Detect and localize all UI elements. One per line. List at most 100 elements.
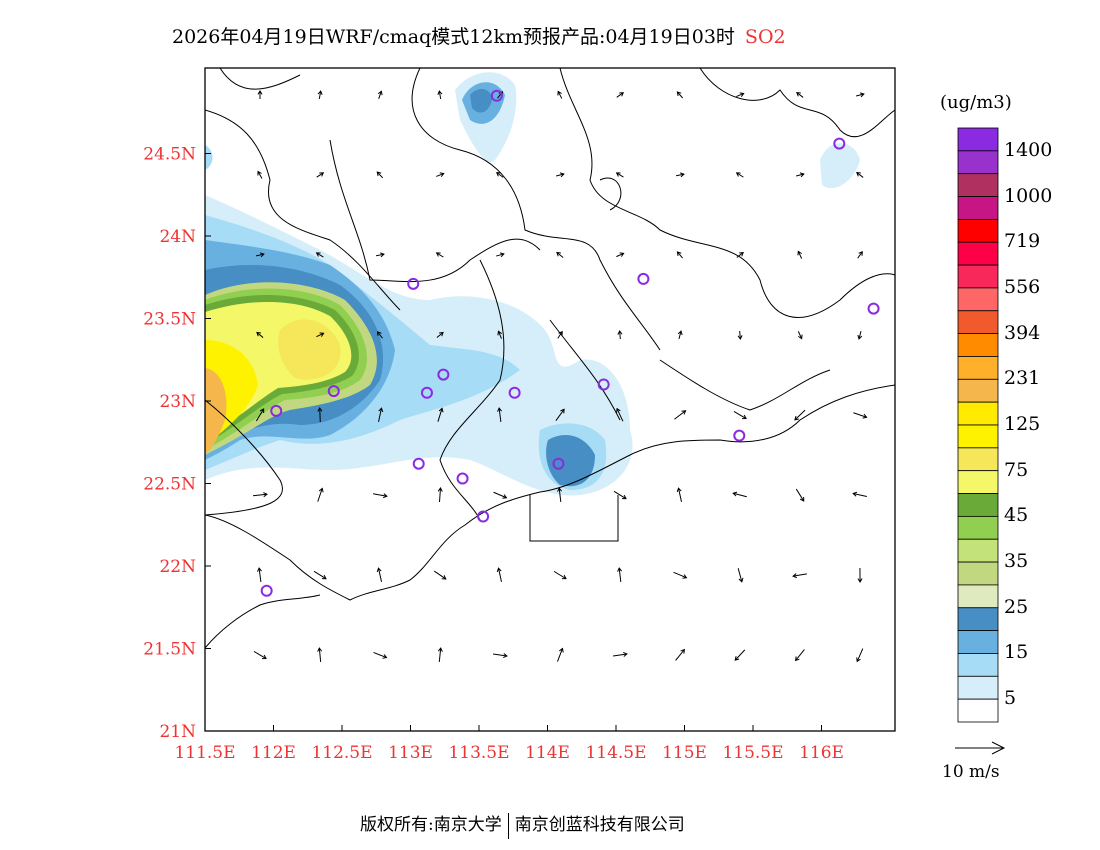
copyright-footer: 版权所有:南京大学 南京创蓝科技有限公司: [360, 810, 685, 839]
wind-arrow: [797, 331, 803, 340]
lon-tick-label: 111.5E: [174, 743, 235, 763]
colorbar-unit: (ug/m3): [940, 92, 1012, 113]
wind-arrow: [257, 90, 263, 100]
wind-arrow: [853, 412, 868, 419]
colorbar-swatch: [957, 287, 999, 312]
colorbar-swatch: [957, 493, 999, 517]
wind-arrow: [792, 573, 807, 579]
colorbar-swatch: [957, 584, 999, 609]
station-marker: [833, 137, 846, 150]
wind-vectors: [252, 90, 868, 663]
wind-arrow: [797, 250, 803, 259]
wind-scale-label: 10 m/s: [942, 762, 1000, 782]
title-text: 2026年04月19日WRF/cmaq模式12km预报产品:04月19日03时: [172, 26, 735, 48]
lon-tick-label: 115.5E: [722, 743, 783, 763]
wind-arrow: [733, 411, 747, 420]
wind-arrow: [616, 92, 625, 98]
colorbar-swatch: [957, 447, 999, 472]
station-marker: [477, 510, 490, 523]
colorbar-swatch: [957, 333, 999, 357]
station-marker: [508, 386, 521, 399]
wind-arrow: [732, 491, 747, 498]
wind-arrow: [676, 91, 684, 99]
figure-title: 2026年04月19日WRF/cmaq模式12km预报产品:04月19日03时 S…: [172, 22, 786, 49]
wind-arrow: [373, 651, 388, 659]
colorbar-label: 1000: [1004, 184, 1053, 207]
wind-arrow: [257, 567, 262, 583]
lat-tick-label: 22.5N: [143, 475, 196, 495]
colorbar-swatch: [957, 630, 999, 654]
colorbar-swatch: [957, 310, 999, 335]
station-marker: [437, 368, 450, 381]
colorbar-swatch: [957, 173, 999, 197]
wind-arrow: [255, 408, 265, 422]
wind-arrow: [857, 567, 863, 583]
station-marker: [420, 386, 433, 399]
wind-arrow: [316, 172, 325, 178]
wind-arrow: [437, 407, 444, 422]
wind-arrow: [436, 331, 444, 338]
wind-arrow: [376, 331, 383, 339]
station-marker: [407, 277, 420, 290]
wind-arrow: [856, 92, 865, 98]
wind-arrow: [676, 487, 682, 502]
colorbar-label: 1400: [1004, 138, 1053, 161]
colorbar-label: 35: [1004, 550, 1029, 573]
wind-arrow: [557, 487, 563, 503]
wind-arrow: [555, 408, 565, 421]
wind-arrow: [796, 172, 805, 178]
wind-arrow: [376, 171, 384, 179]
map-frame: [204, 67, 896, 732]
wind-arrow: [252, 492, 268, 498]
wind-arrow: [675, 648, 686, 661]
wind-arrow: [737, 568, 744, 583]
wind-arrow: [437, 647, 443, 663]
station-marker: [733, 429, 746, 442]
wind-arrow: [317, 90, 323, 100]
station-marker: [260, 584, 273, 597]
station-marker: [597, 378, 610, 391]
species-label: SO2: [744, 26, 786, 48]
wind-arrow: [737, 330, 743, 340]
wind-arrow: [736, 251, 744, 258]
wind-arrow: [255, 252, 265, 258]
monitoring-stations: [260, 89, 880, 597]
lon-tick-label: 116E: [799, 743, 844, 763]
wind-arrow: [857, 330, 863, 340]
wind-arrow: [557, 90, 563, 99]
wind-arrow: [795, 488, 805, 502]
wind-arrow: [557, 647, 564, 662]
colorbar: [957, 127, 999, 723]
colorbar-label: 25: [1004, 595, 1029, 618]
lat-tick-label: 24N: [159, 227, 196, 247]
colorbar-label: 45: [1004, 504, 1029, 527]
wind-arrow: [436, 172, 445, 178]
wind-arrow: [615, 172, 624, 178]
colorbar-swatch: [957, 264, 999, 289]
wind-arrow: [257, 170, 263, 179]
colorbar-swatch: [957, 196, 999, 220]
station-marker: [456, 472, 469, 485]
lon-tick-label: 113E: [388, 743, 433, 763]
footer-left: 版权所有:南京大学: [360, 815, 502, 835]
colorbar-swatch: [957, 127, 999, 152]
wind-arrow: [673, 571, 688, 579]
wind-arrow: [553, 570, 567, 580]
wind-arrow: [437, 487, 443, 503]
wind-arrow: [375, 252, 385, 258]
wind-arrow: [676, 251, 683, 259]
wind-arrow: [613, 490, 627, 500]
station-marker: [327, 385, 340, 398]
colorbar-label: 719: [1004, 230, 1041, 253]
wind-arrow: [617, 567, 623, 583]
wind-arrow: [794, 409, 806, 421]
wind-arrow: [852, 491, 867, 497]
colorbar-label: 15: [1004, 641, 1029, 664]
wind-arrow: [373, 493, 388, 499]
wind-arrow: [496, 252, 505, 258]
footer-right: 南京创蓝科技有限公司: [514, 815, 685, 835]
station-marker: [867, 302, 880, 315]
colorbar-label: 125: [1004, 413, 1041, 435]
